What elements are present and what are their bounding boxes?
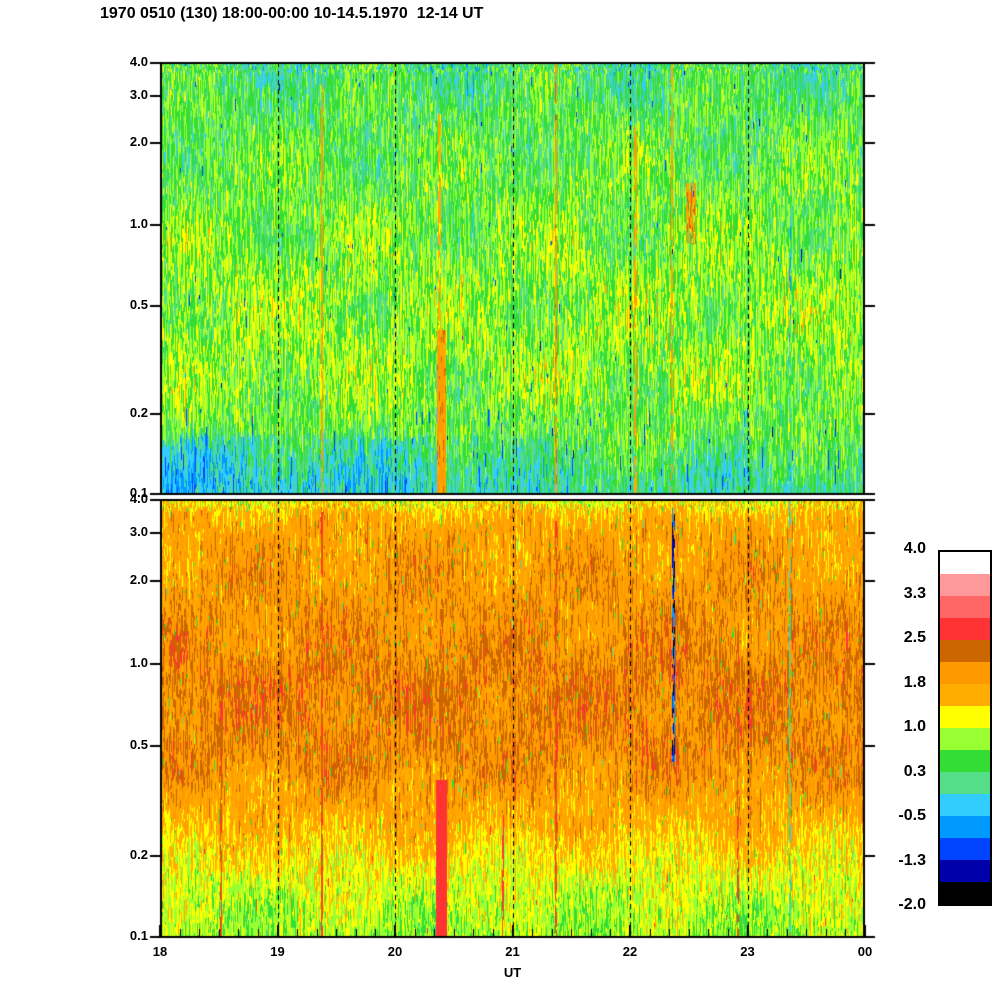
y-tick-label: 0.2: [129, 847, 148, 862]
y-tick-label: 0.5: [129, 297, 148, 312]
colorbar-segment: [940, 772, 990, 794]
colorbar-tick-label: 1.8: [903, 673, 926, 691]
colorbar-tick-label: 0.3: [903, 762, 926, 780]
colorbar-segment: [940, 596, 990, 618]
x-tick-label: 20: [387, 944, 403, 959]
colorbar-segment: [940, 662, 990, 684]
y-tick-label: 4.0: [129, 54, 148, 69]
colorbar-segment: [940, 574, 990, 596]
colorbar-tick-label: -0.5: [898, 807, 926, 824]
colorbar-segment: [940, 860, 990, 882]
colorbar-segment: [940, 706, 990, 728]
x-tick-label: 22: [622, 944, 638, 959]
x-tick-label: 00: [857, 944, 873, 959]
x-tick-label: 23: [740, 944, 755, 959]
y-tick-label: 0.1: [129, 485, 148, 500]
y-tick-label: 2.0: [129, 134, 148, 149]
y-tick-label: 1.0: [129, 655, 148, 670]
colorbar-segment: [940, 684, 990, 706]
colorbar-segment: [940, 882, 990, 904]
y-tick-label: 2.0: [129, 572, 148, 587]
x-tick-label: 18: [152, 944, 168, 959]
colorbar-segment: [940, 750, 990, 772]
y-tick-label: 1.0: [129, 216, 148, 231]
colorbar-tick-label: 4.0: [903, 540, 926, 557]
x-tick-label: 19: [270, 944, 285, 959]
y-tick-label: 4.0: [129, 491, 148, 506]
colorbar-segment: [940, 838, 990, 860]
colorbar-segment: [940, 794, 990, 816]
colorbar-segment: [940, 728, 990, 750]
colorbar-segment: [940, 816, 990, 838]
colorbar-segment: [940, 552, 990, 574]
y-tick-label: 0.1: [129, 928, 148, 943]
x-axis-title: UT: [503, 965, 522, 980]
y-tick-label: 0.2: [129, 405, 148, 420]
x-tick-label: 21: [505, 944, 520, 959]
y-tick-label: 3.0: [129, 87, 148, 102]
y-tick-label: 3.0: [129, 524, 148, 539]
colorbar-tick-label: -2.0: [898, 896, 926, 913]
colorbar-tick-label: 2.5: [903, 629, 926, 646]
colorbar-tick-label: 3.3: [903, 584, 926, 602]
colorbar: [938, 550, 992, 906]
colorbar-tick-label: -1.3: [898, 851, 926, 869]
y-tick-label: 0.5: [129, 737, 148, 752]
colorbar-tick-label: 1.0: [903, 718, 926, 735]
colorbar-segment: [940, 618, 990, 640]
colorbar-segment: [940, 640, 990, 662]
